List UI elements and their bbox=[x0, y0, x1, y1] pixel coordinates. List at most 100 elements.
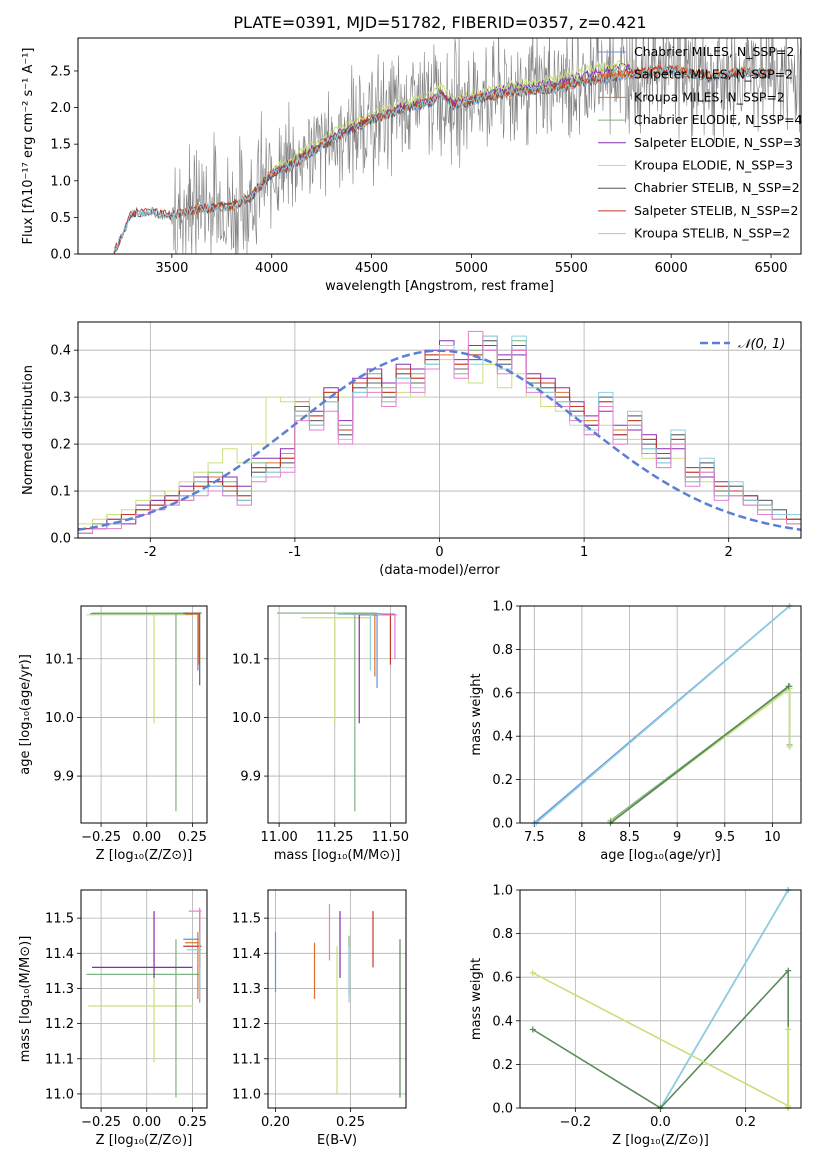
cumulative-weight-line bbox=[532, 972, 790, 1108]
x-tick-label: 0.00 bbox=[132, 830, 161, 845]
y-tick-label: 11.3 bbox=[45, 982, 74, 997]
spectrum-panel: 3500 4000 4500 5000 5500 6000 6500 0.0 0.5 1.0 1.5… bbox=[21, 37, 803, 294]
x-tick-label: 3500 bbox=[155, 261, 188, 276]
weight-vs-metallicity-panel: −0.2 0.0 0.2 0.0 0.2 0.4 0.6 0.8 1.0 Z [log₁₀(Z/Z… bbox=[469, 884, 802, 1148]
x-tick-label: 11.50 bbox=[372, 830, 409, 845]
residual-histogram bbox=[78, 330, 801, 538]
x-tick-label: 0.25 bbox=[178, 830, 207, 845]
x-tick-label: 11.25 bbox=[316, 830, 353, 845]
x-axis-label: (data-model)/error bbox=[379, 563, 500, 578]
y-tick-label: 0.0 bbox=[50, 532, 71, 547]
y-tick-label: 0.0 bbox=[492, 817, 513, 832]
axes-frame bbox=[80, 605, 208, 824]
errorbar-plot-area bbox=[86, 907, 202, 1098]
x-tick-label: 11.00 bbox=[261, 830, 298, 845]
y-tick-label: 11.4 bbox=[45, 947, 74, 962]
x-tick-label: 8.5 bbox=[619, 830, 640, 845]
y-tick-label: 1.0 bbox=[50, 174, 71, 189]
x-tick-label: −0.2 bbox=[560, 1115, 592, 1130]
x-tick-label: 2 bbox=[725, 545, 733, 560]
x-tick-label: 7.5 bbox=[524, 830, 545, 845]
y-tick-label: 11.1 bbox=[45, 1052, 74, 1067]
axes-frame bbox=[267, 889, 407, 1109]
y-tick-label: 0.2 bbox=[492, 773, 513, 788]
y-tick-label: 11.0 bbox=[45, 1087, 74, 1102]
legend-label: Chabrier STELIB, N_SSP=2 bbox=[634, 180, 800, 195]
axes-frame bbox=[80, 889, 208, 1109]
y-tick-label: 10.1 bbox=[232, 652, 261, 667]
y-tick-label: 0.8 bbox=[492, 927, 513, 942]
y-tick-label: 0.2 bbox=[492, 1058, 513, 1073]
x-tick-label: 0.25 bbox=[336, 1115, 365, 1130]
x-tick-label: -2 bbox=[144, 545, 157, 560]
cumulative-weight-line bbox=[659, 889, 789, 1109]
y-tick-label: 0.4 bbox=[492, 1014, 513, 1029]
observed-spectrum-line bbox=[113, 38, 801, 254]
y-tick-label: 9.9 bbox=[240, 770, 261, 785]
y-tick-label: 0.6 bbox=[492, 686, 513, 701]
y-tick-label: 11.1 bbox=[232, 1052, 261, 1067]
x-tick-label: 6500 bbox=[754, 261, 787, 276]
age-vs-mass-panel: 11.00 11.25 11.50 9.9 10.0 10.1 mass [log₁₀(M/… bbox=[232, 605, 409, 863]
legend-label: Salpeter STELIB, N_SSP=2 bbox=[634, 203, 798, 218]
weight-plot-area bbox=[529, 887, 792, 1111]
y-tick-label: 2.0 bbox=[50, 101, 71, 116]
weight-marker bbox=[785, 967, 792, 974]
y-tick-label: 0.1 bbox=[50, 485, 71, 500]
errorbar-plot-area bbox=[86, 612, 202, 812]
weight-marker bbox=[529, 1026, 536, 1033]
x-tick-label: 9 bbox=[673, 830, 681, 845]
age-vs-metallicity-panel: −0.25 0.00 0.25 9.9 10.0 10.1 Z [log₁₀(Z/Z⊙)] a… bbox=[18, 605, 208, 863]
y-tick-label: 11.3 bbox=[232, 982, 261, 997]
y-tick-label: 11.5 bbox=[232, 912, 261, 927]
x-tick-label: −0.25 bbox=[81, 1115, 121, 1130]
spectrum-legend: Chabrier MILES, N_SSP=2 Salpeter MILES, N… bbox=[598, 44, 803, 241]
y-tick-label: 10.0 bbox=[45, 711, 74, 726]
cumulative-weight-line bbox=[610, 685, 790, 824]
y-axis-label: Normed distribution bbox=[21, 365, 36, 495]
model-spectrum-line bbox=[113, 65, 771, 252]
y-axis-label: age [log₁₀(age/yr)] bbox=[18, 654, 33, 775]
x-axis-label: Z [log₁₀(Z/Z⊙)] bbox=[612, 1133, 709, 1148]
weight-plot-area bbox=[531, 603, 793, 826]
legend-label: Kroupa MILES, N_SSP=2 bbox=[634, 89, 785, 104]
y-tick-label: 0.4 bbox=[50, 344, 71, 359]
y-axis-label: mass [log₁₀(M/M⊙)] bbox=[18, 936, 33, 1063]
errorbar-plot-area bbox=[274, 904, 401, 1098]
y-tick-label: 0.0 bbox=[50, 248, 71, 263]
x-tick-label: 4500 bbox=[355, 261, 388, 276]
gaussian-reference-line bbox=[78, 349, 801, 532]
residuals-panel: -2 -1 0 1 2 0.0 0.1 0.2 0.3 0.4 (data-model)/error… bbox=[21, 321, 802, 578]
axes-frame bbox=[77, 37, 802, 255]
x-axis-label: E(B-V) bbox=[317, 1133, 357, 1148]
weight-marker bbox=[786, 744, 793, 751]
y-tick-label: 11.4 bbox=[232, 947, 261, 962]
y-tick-label: 1.0 bbox=[492, 884, 513, 899]
x-tick-label: 6000 bbox=[655, 261, 688, 276]
y-tick-label: 2.5 bbox=[50, 64, 71, 79]
y-tick-label: 0.3 bbox=[50, 391, 71, 406]
y-tick-label: 11.2 bbox=[232, 1017, 261, 1032]
axes-frame bbox=[77, 321, 802, 539]
y-tick-label: 0.8 bbox=[492, 643, 513, 658]
legend-label: Salpeter ELODIE, N_SSP=3 bbox=[634, 135, 801, 150]
x-axis-label: age [log₁₀(age/yr)] bbox=[600, 848, 721, 863]
x-tick-label: 0.2 bbox=[735, 1115, 756, 1130]
mass-vs-reddening-panel: 0.20 0.25 11.0 11.1 11.2 11.3 11.4 11.5 E(B-V) bbox=[232, 889, 407, 1148]
legend-label: Salpeter MILES, N_SSP=2 bbox=[634, 67, 793, 82]
legend-label: Kroupa STELIB, N_SSP=2 bbox=[634, 226, 790, 241]
y-tick-label: 11.5 bbox=[45, 912, 74, 927]
y-tick-label: 11.0 bbox=[232, 1087, 261, 1102]
y-tick-label: 1.5 bbox=[50, 138, 71, 153]
weight-marker bbox=[529, 969, 536, 976]
weight-marker bbox=[785, 1026, 792, 1033]
axes-frame bbox=[519, 605, 802, 824]
axes-frame bbox=[519, 889, 802, 1109]
x-tick-label: 9.5 bbox=[714, 830, 735, 845]
x-tick-label: 0.0 bbox=[650, 1115, 671, 1130]
x-tick-label: 5500 bbox=[555, 261, 588, 276]
legend-label: Chabrier MILES, N_SSP=2 bbox=[634, 44, 794, 59]
figure-title: PLATE=0391, MJD=51782, FIBERID=0357, z=0… bbox=[233, 13, 646, 32]
errorbar-plot-area bbox=[276, 612, 398, 812]
